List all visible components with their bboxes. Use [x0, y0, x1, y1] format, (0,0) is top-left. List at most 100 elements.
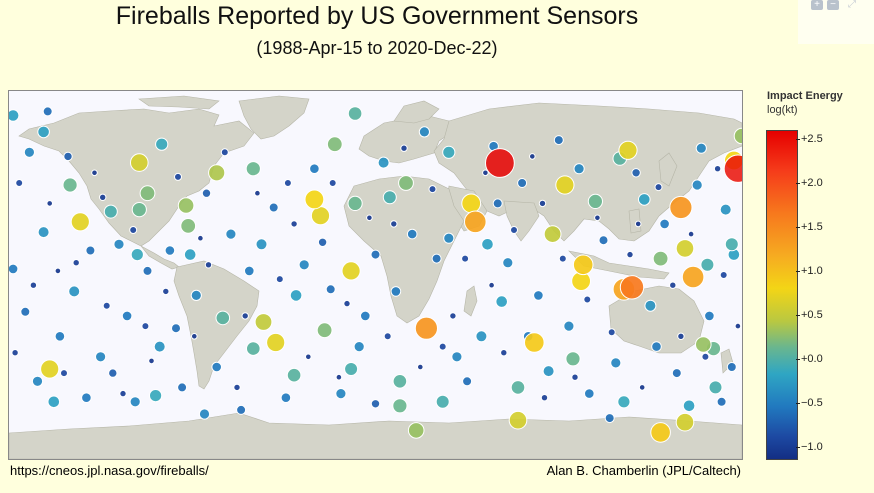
fireball-marker[interactable] [638, 384, 646, 391]
fireball-marker[interactable] [417, 363, 424, 371]
fireball-marker[interactable] [573, 163, 585, 175]
fireball-marker[interactable] [353, 341, 365, 353]
fireball-marker[interactable] [724, 237, 739, 252]
fireball-marker[interactable] [63, 151, 73, 162]
fireball-marker[interactable] [540, 394, 549, 402]
fireball-marker[interactable] [275, 275, 284, 284]
fireball-marker[interactable] [177, 197, 195, 214]
fireball-marker[interactable] [733, 127, 742, 145]
fireball-marker[interactable] [215, 310, 231, 326]
zoom-out-button[interactable]: − [827, 0, 839, 10]
fireball-marker[interactable] [675, 239, 695, 258]
fireball-marker[interactable] [11, 349, 19, 357]
fireball-marker[interactable] [280, 392, 292, 404]
fireball-marker[interactable] [335, 373, 343, 381]
fireball-marker[interactable] [370, 249, 381, 260]
fireball-marker[interactable] [266, 332, 286, 353]
fireball-marker[interactable] [607, 328, 616, 337]
fireball-marker[interactable] [713, 165, 722, 173]
fireball-marker[interactable] [651, 341, 662, 352]
fireball-marker[interactable] [542, 365, 555, 378]
fireball-marker[interactable] [488, 281, 495, 289]
fireball-marker[interactable] [461, 254, 470, 263]
fireball-marker[interactable] [46, 200, 54, 207]
fireball-marker[interactable] [40, 359, 60, 379]
fireball-marker[interactable] [62, 177, 78, 193]
fireball-marker[interactable] [604, 413, 615, 424]
fireball-marker[interactable] [382, 190, 397, 205]
fireball-marker[interactable] [726, 362, 737, 372]
fireball-marker[interactable] [317, 237, 328, 248]
fireball-marker[interactable] [15, 179, 24, 187]
fireball-marker[interactable] [304, 189, 325, 210]
fireball-marker[interactable] [81, 392, 92, 404]
fireball-marker[interactable] [669, 281, 677, 289]
fireball-marker[interactable] [414, 316, 438, 340]
fireball-marker[interactable] [392, 374, 408, 389]
fireball-marker[interactable] [406, 228, 418, 240]
fireball-marker[interactable] [286, 367, 302, 383]
fireball-marker[interactable] [60, 369, 68, 378]
fireball-marker[interactable] [174, 172, 182, 181]
fireball-marker[interactable] [675, 412, 695, 432]
fireball-marker[interactable] [734, 322, 742, 330]
fireball-marker[interactable] [177, 382, 188, 393]
fireball-marker[interactable] [129, 226, 138, 234]
fireball-marker[interactable] [449, 312, 457, 320]
fireball-marker[interactable] [618, 140, 638, 160]
fireball-marker[interactable] [20, 306, 31, 317]
fireball-marker[interactable] [510, 226, 518, 234]
fireball-marker[interactable] [131, 202, 147, 218]
fireball-marker[interactable] [289, 289, 303, 302]
fireball-marker[interactable] [687, 230, 695, 238]
fireball-marker[interactable] [716, 396, 727, 407]
fireball-marker[interactable] [91, 169, 98, 177]
fireball-marker[interactable] [211, 361, 222, 373]
fireball-marker[interactable] [344, 362, 359, 376]
fireball-marker[interactable] [508, 410, 528, 430]
fireball-marker[interactable] [108, 368, 118, 378]
fireball-marker[interactable] [190, 289, 202, 301]
fireball-marker[interactable] [201, 188, 212, 198]
fireball-marker[interactable] [644, 299, 657, 312]
fireball-marker[interactable] [584, 388, 595, 399]
fireball-marker[interactable] [85, 245, 96, 256]
fireball-marker[interactable] [565, 351, 581, 367]
fireball-marker[interactable] [309, 163, 320, 174]
map-canvas[interactable] [9, 91, 742, 459]
fireball-marker[interactable] [517, 178, 528, 188]
fireball-marker[interactable] [328, 179, 337, 187]
fireball-marker[interactable] [482, 169, 489, 177]
fireball-marker[interactable] [502, 257, 514, 269]
fireball-marker[interactable] [310, 206, 331, 226]
fireball-marker[interactable] [626, 250, 634, 259]
fireball-marker[interactable] [428, 185, 437, 194]
fireball-marker[interactable] [29, 281, 38, 289]
fireball-marker[interactable] [631, 168, 641, 178]
fireball-marker[interactable] [347, 106, 363, 121]
fireball-marker[interactable] [617, 395, 631, 409]
fireball-marker[interactable] [671, 368, 682, 379]
fireball-marker[interactable] [438, 342, 447, 351]
fireball-marker[interactable] [524, 332, 545, 353]
fireball-marker[interactable] [139, 185, 156, 202]
fireball-marker[interactable] [695, 336, 712, 353]
fireball-marker[interactable] [553, 135, 564, 146]
fireball-marker[interactable] [610, 357, 622, 369]
fireball-marker[interactable] [418, 126, 430, 138]
zoom-in-button[interactable]: + [811, 0, 823, 10]
fireball-marker[interactable] [68, 285, 81, 298]
fireball-marker[interactable] [475, 330, 488, 343]
fireball-marker[interactable] [587, 193, 604, 210]
fireball-marker[interactable] [571, 373, 579, 381]
fireball-marker[interactable] [572, 254, 594, 276]
fireball-marker[interactable] [325, 284, 336, 295]
fireball-marker[interactable] [198, 408, 211, 420]
fireball-marker[interactable] [695, 142, 707, 154]
fireball-marker[interactable] [563, 320, 575, 332]
fireball-marker[interactable] [390, 286, 402, 297]
fireball-marker[interactable] [377, 156, 390, 169]
fireball-marker[interactable] [326, 136, 343, 153]
fireball-marker[interactable] [360, 310, 371, 322]
fireball-marker[interactable] [594, 214, 601, 222]
